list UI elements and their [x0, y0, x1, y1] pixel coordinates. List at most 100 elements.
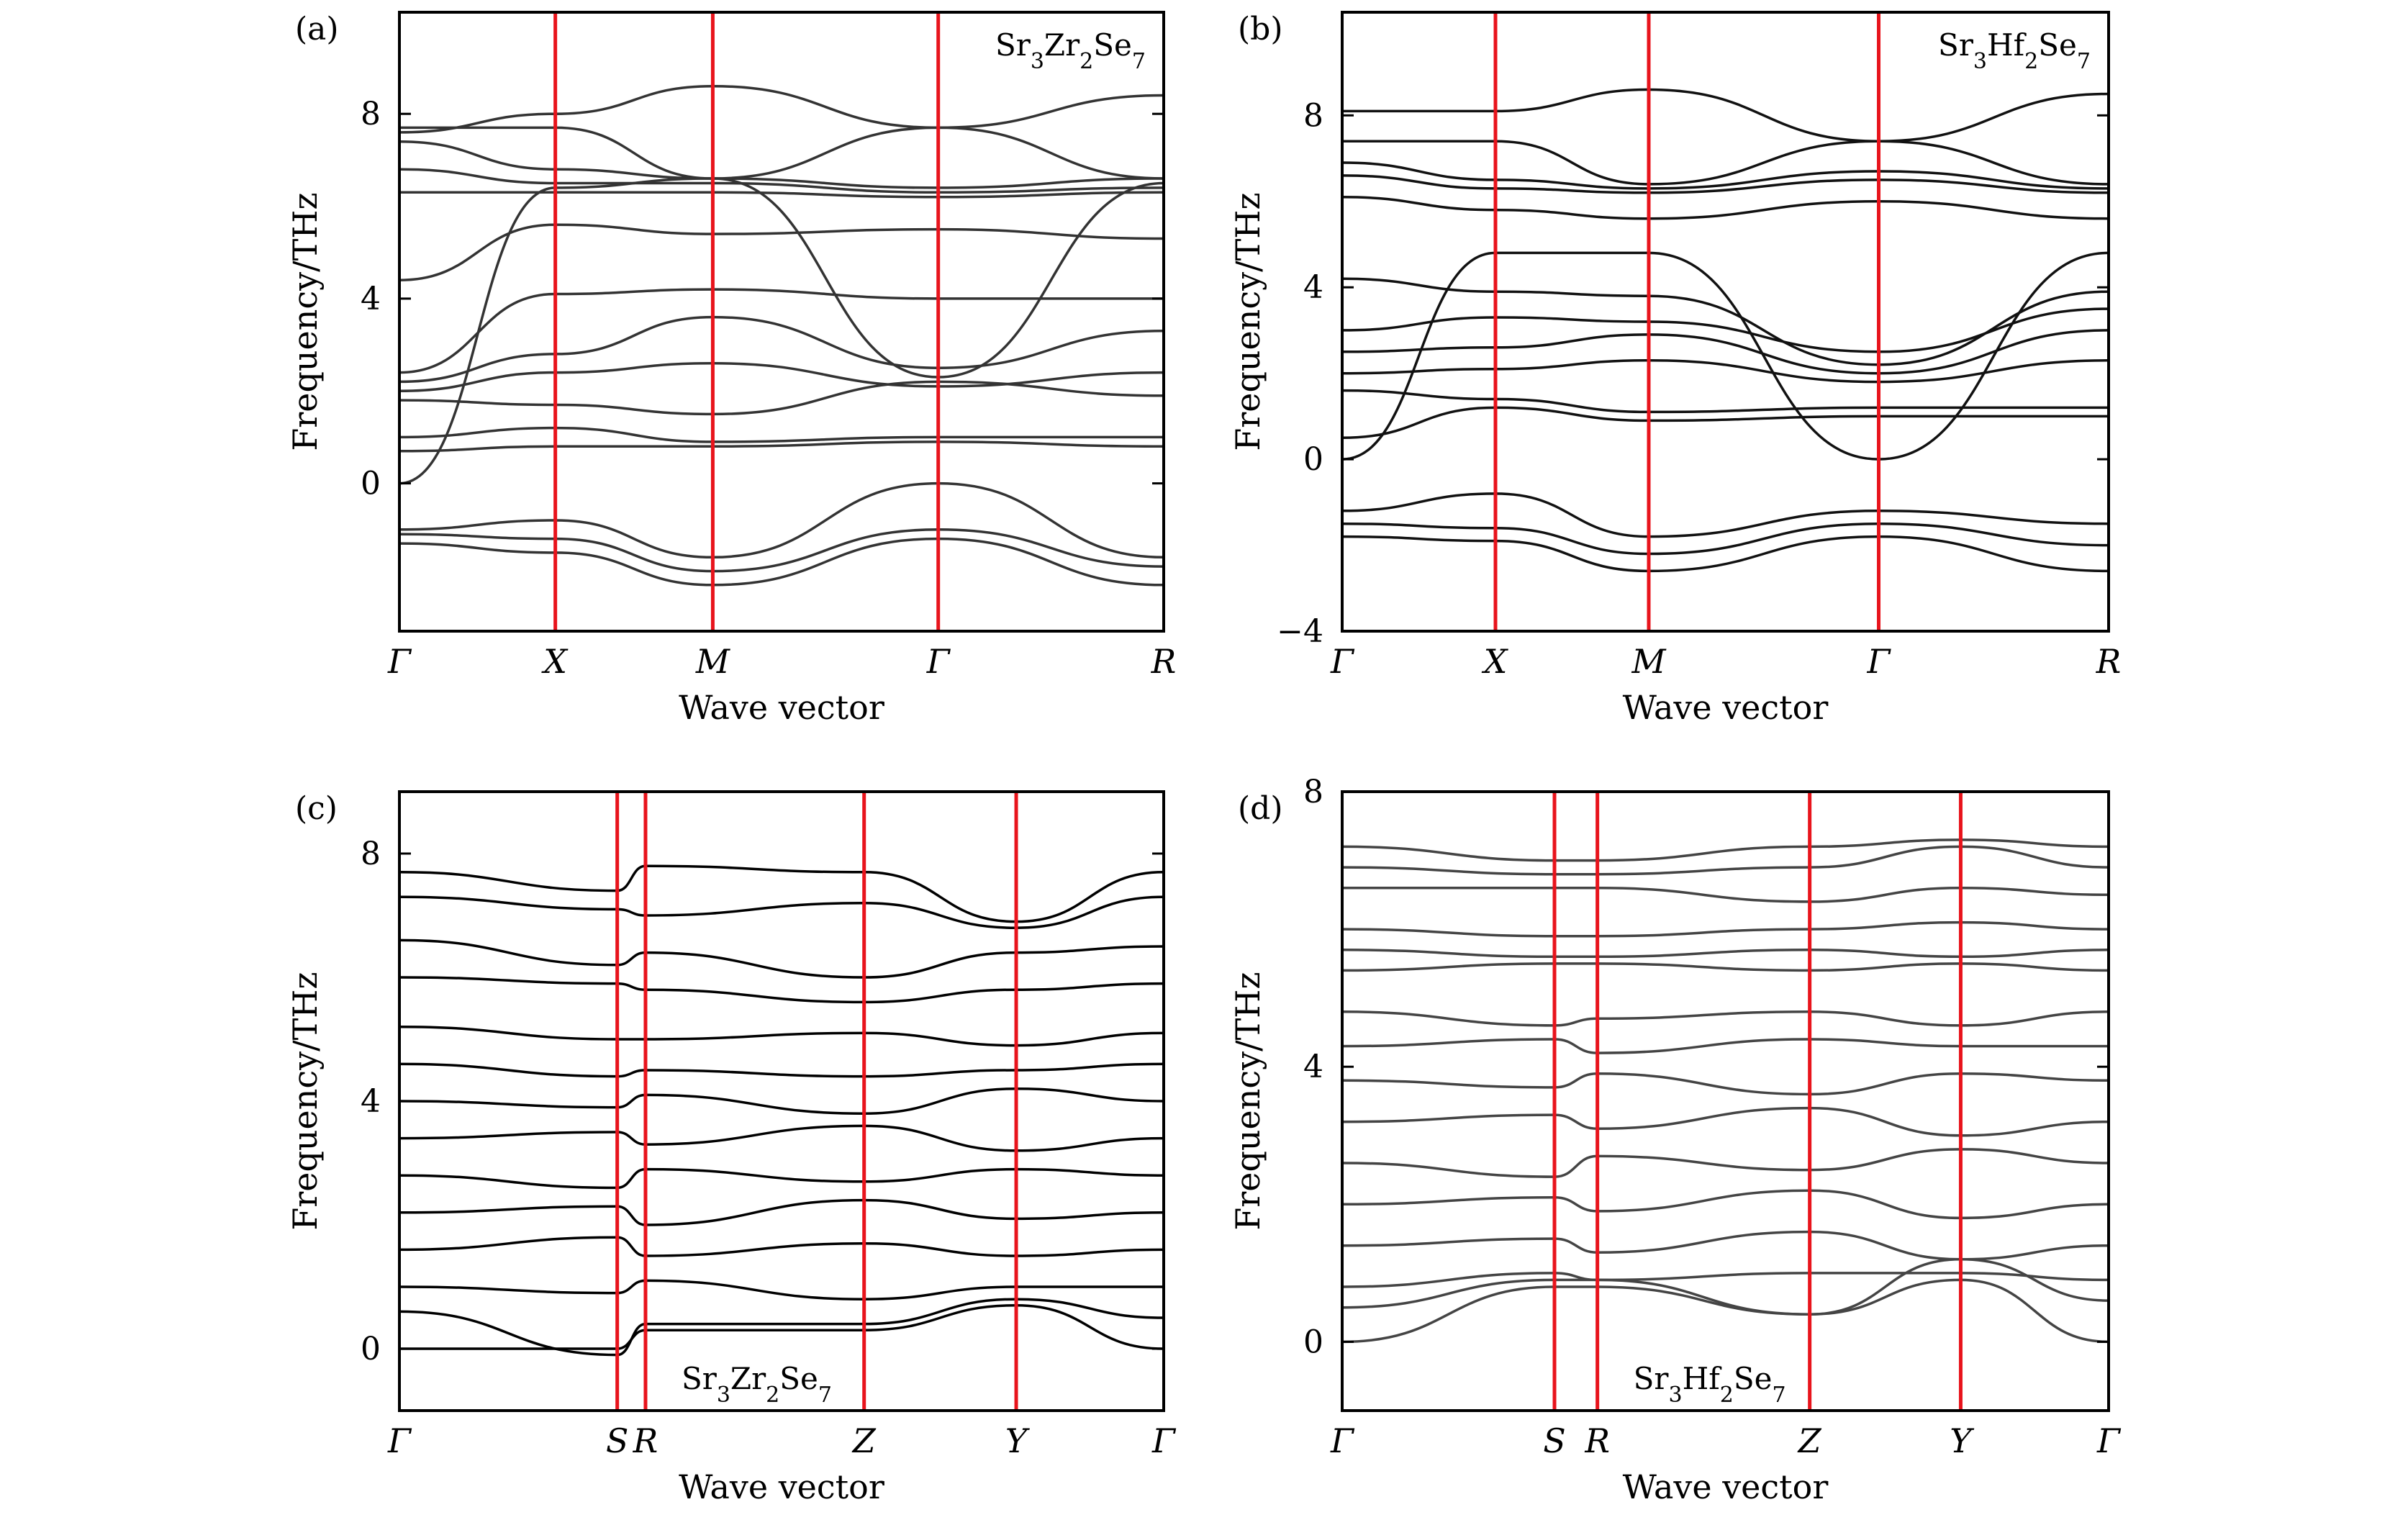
band-line	[1342, 1278, 2109, 1344]
material-subscript: 7	[1773, 1383, 1786, 1408]
material-element: Sr	[682, 1361, 718, 1396]
panel-label: (a)	[295, 11, 339, 48]
y-tick-label: 8	[1303, 774, 1323, 810]
plot-frame	[1341, 790, 2110, 1412]
panel-label: (c)	[295, 790, 338, 827]
x-axis-title: Wave vector	[1623, 688, 1829, 727]
band-line	[399, 380, 1164, 416]
band-line	[1342, 845, 2109, 876]
band-line	[399, 1236, 1164, 1257]
plot-frame	[1341, 11, 2110, 633]
band-line	[399, 528, 1164, 573]
panel-a: 0 4 8 Γ X M Γ R Wave vector Frequency/THz (a) Sr3Zr…	[286, 11, 1176, 727]
band-line	[1342, 307, 2109, 353]
band-line	[1342, 1272, 2109, 1288]
material-element: Sr	[1634, 1361, 1670, 1396]
y-tick-label: 0	[361, 466, 381, 502]
band-line	[1342, 329, 2109, 375]
band-line	[399, 481, 1164, 559]
material-subscript: 2	[766, 1383, 779, 1408]
material-subscript: 3	[1031, 49, 1044, 74]
panel-c: 0 4 8 Γ S R Z Y Γ Wave vector Frequency/THz (c) Sr3Z…	[286, 790, 1177, 1506]
material-element: Se	[1734, 1361, 1773, 1396]
material-subscript: 3	[1669, 1383, 1683, 1408]
band-line	[1342, 406, 2109, 440]
band-line	[1342, 88, 2109, 142]
kpoint-label: X	[1482, 642, 1509, 681]
band-line	[1342, 196, 2109, 220]
material-subscript: 3	[717, 1383, 730, 1408]
material-label: Sr3Zr2Se7	[682, 1361, 832, 1408]
material-element: Zr	[1044, 27, 1080, 63]
band-lines	[1342, 88, 2109, 573]
material-element: Hf	[1987, 27, 2027, 63]
band-line	[399, 895, 1164, 929]
band-line	[399, 288, 1164, 374]
band-line	[399, 976, 1164, 1004]
band-lines	[1342, 838, 2109, 1344]
band-line	[399, 864, 1164, 923]
band-line	[399, 440, 1164, 453]
band-line	[399, 537, 1164, 587]
band-line	[1342, 1106, 2109, 1137]
material-element: Se	[779, 1361, 818, 1396]
kpoint-label: Γ	[387, 642, 412, 681]
material-element: Hf	[1683, 1361, 1723, 1396]
y-axis-title: Frequency/THz	[286, 192, 325, 451]
y-tick-label: 0	[1303, 441, 1323, 478]
band-line	[399, 1279, 1164, 1300]
y-tick-label: 8	[1303, 97, 1323, 134]
y-tick-label: 0	[1303, 1324, 1323, 1360]
kpoint-label: R	[2096, 642, 2122, 681]
band-line	[399, 140, 1164, 189]
band-line	[1342, 887, 2109, 903]
band-line	[399, 1304, 1164, 1350]
kpoint-label: R	[633, 1421, 658, 1460]
band-line	[1342, 1230, 2109, 1261]
material-label: Sr3Zr2Se7	[995, 27, 1146, 74]
plot-frame	[398, 790, 1165, 1412]
band-line	[1342, 174, 2109, 194]
panel-d: 0 4 8 Γ S R Z Y Γ Wave vector Frequency/THz (d) Sr3H…	[1228, 774, 2122, 1506]
band-line	[399, 315, 1164, 384]
band-line	[1342, 492, 2109, 538]
kpoint-label: Γ	[2096, 1421, 2122, 1460]
kpoint-label: R	[1151, 642, 1177, 681]
band-line	[1342, 1038, 2109, 1054]
material-element: Se	[2038, 27, 2077, 63]
band-line	[399, 1198, 1164, 1226]
band-line	[1342, 962, 2109, 972]
band-line	[399, 426, 1164, 443]
panel-b: −4 0 4 8 Γ X M Γ R Wave vector Frequency/THz (b) Sr3…	[1228, 11, 2121, 727]
plot-frame	[398, 11, 1165, 633]
kpoint-label: Z	[1797, 1421, 1822, 1460]
band-lines	[399, 864, 1164, 1357]
material-element: Sr	[1938, 27, 1974, 63]
panel-label: (b)	[1238, 11, 1283, 48]
band-line	[1342, 522, 2109, 556]
material-label: Sr3Hf2Se7	[1938, 27, 2091, 74]
band-line	[399, 1026, 1164, 1047]
band-lines	[399, 84, 1164, 587]
y-tick-label: −4	[1277, 613, 1323, 650]
band-line	[1342, 1072, 2109, 1096]
material-subscript: 7	[2077, 49, 2091, 74]
band-line	[399, 938, 1164, 979]
band-line	[1342, 277, 2109, 366]
material-subscript: 2	[1079, 49, 1093, 74]
y-tick-label: 4	[361, 281, 381, 317]
x-axis-title: Wave vector	[679, 688, 884, 727]
material-subscript: 3	[1973, 49, 1987, 74]
y-axis-title: Frequency/THz	[1228, 192, 1267, 451]
kpoint-label: Γ	[1330, 1421, 1355, 1460]
material-subscript: 2	[2024, 49, 2038, 74]
x-axis-title: Wave vector	[679, 1467, 884, 1506]
band-line	[399, 191, 1164, 199]
band-line	[399, 177, 1164, 485]
material-subscript: 7	[818, 1383, 832, 1408]
kpoint-label: M	[1631, 642, 1667, 681]
material-element: Zr	[730, 1361, 766, 1396]
kpoint-label: Γ	[387, 1421, 412, 1460]
